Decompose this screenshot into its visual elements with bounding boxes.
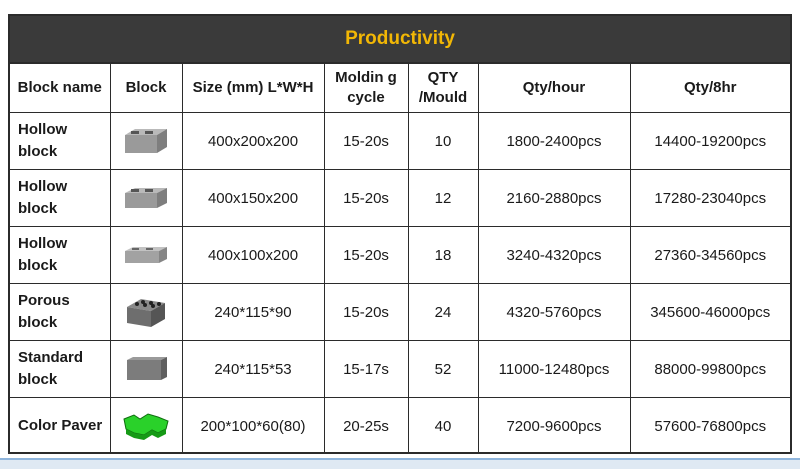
header-qty-hour: Qty/hour	[477, 64, 631, 113]
qty-mould-cell: 52	[407, 340, 479, 398]
header-row: Block name Block Size (mm) L*W*H Moldin …	[10, 64, 790, 113]
header-molding-cycle: Moldin g cycle	[323, 64, 409, 113]
size-cell: 400x100x200	[181, 226, 325, 284]
table-title-bar: Productivity	[10, 16, 790, 64]
hollow-block-icon	[125, 247, 167, 263]
table-row: Color Paver 200*100*60(80) 20-25s 40 720…	[10, 397, 790, 454]
block-name-cell: Hollow block	[10, 226, 111, 284]
bottom-divider	[0, 458, 800, 469]
qty-8hr-cell: 57600-76800pcs	[629, 397, 790, 454]
standard-brick-icon	[127, 357, 167, 380]
qty-mould-cell: 24	[407, 283, 479, 341]
qty-8hr-cell: 17280-23040pcs	[629, 169, 790, 227]
size-cell: 240*115*90	[181, 283, 325, 341]
block-image-cell	[109, 226, 183, 284]
cycle-cell: 15-20s	[323, 226, 409, 284]
block-name-cell: Hollow block	[10, 112, 111, 170]
size-cell: 400x200x200	[181, 112, 325, 170]
table-row: Hollow block 400x200x200 15-20s 10 1800-…	[10, 112, 790, 170]
header-block-name: Block name	[10, 64, 111, 113]
cycle-cell: 15-20s	[323, 283, 409, 341]
table-row: Hollow block 400x150x200 15-20s 12 2160-…	[10, 169, 790, 227]
cycle-cell: 15-20s	[323, 112, 409, 170]
block-image-cell	[109, 340, 183, 398]
size-cell: 200*100*60(80)	[181, 397, 325, 454]
block-name-cell: Standard block	[10, 340, 111, 398]
qty-mould-cell: 12	[407, 169, 479, 227]
block-image-cell	[109, 169, 183, 227]
qty-mould-cell: 10	[407, 112, 479, 170]
qty-hour-cell: 11000-12480pcs	[477, 340, 631, 398]
block-name-cell: Color Paver	[10, 397, 111, 454]
qty-hour-cell: 7200-9600pcs	[477, 397, 631, 454]
qty-hour-cell: 3240-4320pcs	[477, 226, 631, 284]
hollow-block-icon	[125, 188, 167, 208]
hollow-block-icon	[125, 129, 167, 153]
header-qty-mould: QTY /Mould	[407, 64, 479, 113]
block-image-cell	[109, 112, 183, 170]
qty-8hr-cell: 88000-99800pcs	[629, 340, 790, 398]
block-image-cell	[109, 283, 183, 341]
porous-block-icon	[127, 299, 165, 327]
header-size: Size (mm) L*W*H	[181, 64, 325, 113]
size-cell: 240*115*53	[181, 340, 325, 398]
table-title: Productivity	[345, 28, 455, 49]
qty-8hr-cell: 345600-46000pcs	[629, 283, 790, 341]
header-qty-8hr: Qty/8hr	[629, 64, 790, 113]
table-row: Porous block 240*115*90 15-20s 24 4320-5…	[10, 283, 790, 341]
qty-hour-cell: 4320-5760pcs	[477, 283, 631, 341]
qty-8hr-cell: 14400-19200pcs	[629, 112, 790, 170]
green-paver-icon	[123, 413, 169, 440]
block-name-cell: Hollow block	[10, 169, 111, 227]
cycle-cell: 20-25s	[323, 397, 409, 454]
cycle-cell: 15-17s	[323, 340, 409, 398]
qty-hour-cell: 1800-2400pcs	[477, 112, 631, 170]
header-block: Block	[109, 64, 183, 113]
qty-mould-cell: 18	[407, 226, 479, 284]
qty-8hr-cell: 27360-34560pcs	[629, 226, 790, 284]
block-name-cell: Porous block	[10, 283, 111, 341]
table-row: Hollow block 400x100x200 15-20s 18 3240-…	[10, 226, 790, 284]
block-image-cell	[109, 397, 183, 454]
productivity-table: Block name Block Size (mm) L*W*H Moldin …	[10, 64, 790, 454]
cycle-cell: 15-20s	[323, 169, 409, 227]
productivity-table-panel: Productivity Block name Block Size (mm) …	[8, 14, 792, 454]
size-cell: 400x150x200	[181, 169, 325, 227]
table-row: Standard block 240*115*53 15-17s 52 1100…	[10, 340, 790, 398]
qty-hour-cell: 2160-2880pcs	[477, 169, 631, 227]
qty-mould-cell: 40	[407, 397, 479, 454]
